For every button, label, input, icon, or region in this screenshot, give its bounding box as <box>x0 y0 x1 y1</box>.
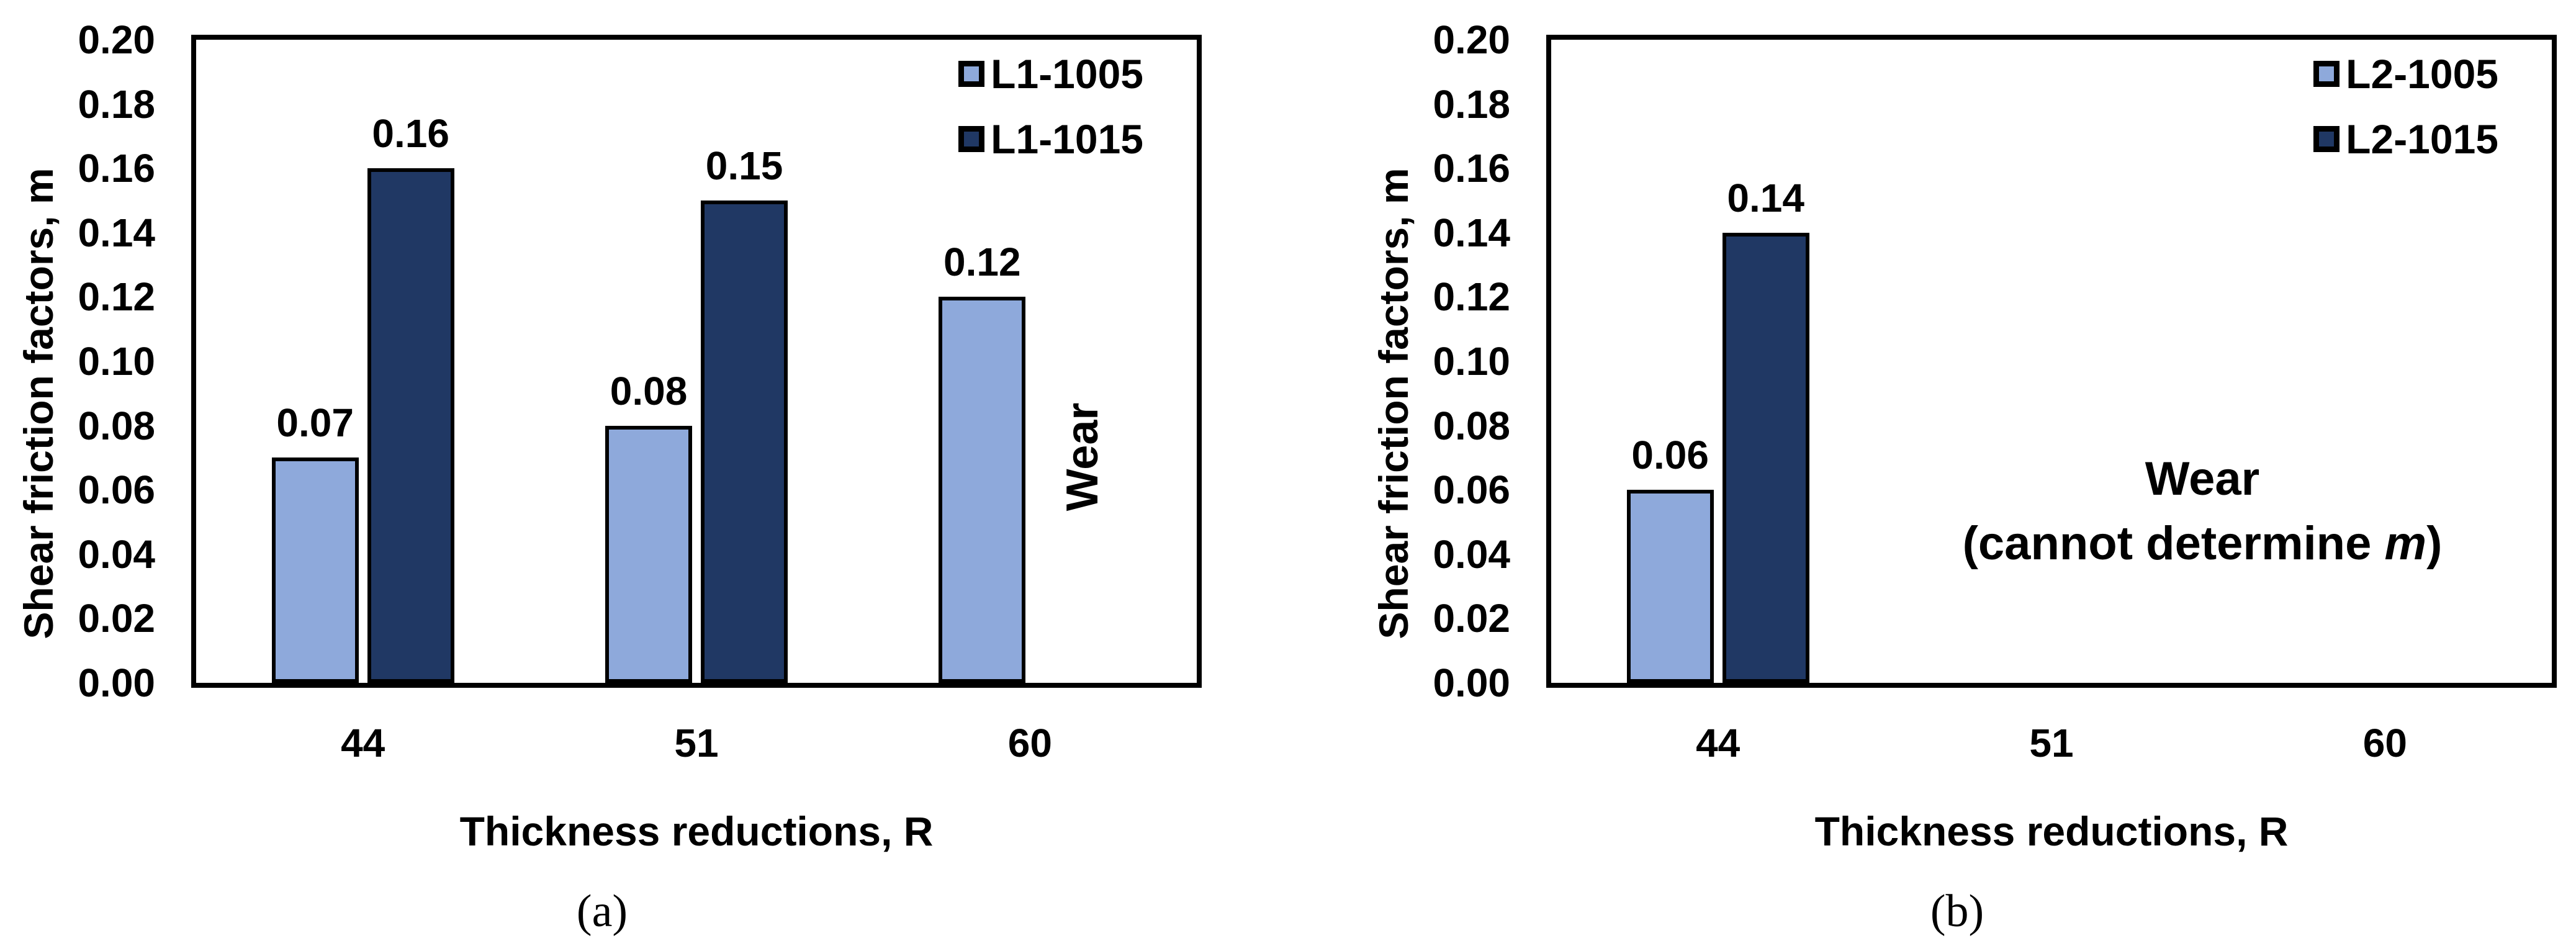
y-tick-label: 0.02 <box>78 596 155 641</box>
chart-panel-b: Shear friction factors, m 0.20 0.18 0.16 0.… <box>1355 0 2576 951</box>
y-tick-label: 0.12 <box>1433 274 1510 320</box>
bar-value-label: 0.16 <box>372 111 449 156</box>
bar-L1-1005-60 <box>939 297 1026 683</box>
legend-label: L1-1005 <box>991 51 1143 97</box>
y-tick-label: 0.14 <box>1433 210 1510 255</box>
x-tick-label: 51 <box>674 721 719 765</box>
bar-value-label: 0.12 <box>943 240 1021 284</box>
legend-marker-light-icon <box>958 61 985 87</box>
y-tick-label: 0.18 <box>78 81 155 127</box>
y-tick-label: 0.20 <box>1433 17 1510 62</box>
bar-L1-1005-51 <box>605 426 692 683</box>
plot-area: 0.07 0.08 0.12 0.16 0.15 Wear L1-1005 L1-101… <box>191 35 1202 688</box>
y-tick-label: 0.00 <box>1433 660 1510 705</box>
y-tick-label: 0.10 <box>1433 339 1510 384</box>
bar-L1-1015-44 <box>367 168 454 683</box>
x-tick-label: 51 <box>2029 721 2074 765</box>
legend-marker-light-icon <box>2313 61 2340 87</box>
y-tick-label: 0.14 <box>78 210 155 255</box>
y-tick-label: 0.10 <box>78 339 155 384</box>
y-tick-label: 0.20 <box>78 17 155 62</box>
bar-value-label: 0.15 <box>705 143 783 188</box>
y-tick-label: 0.06 <box>1433 467 1510 513</box>
y-tick-label: 0.06 <box>78 467 155 513</box>
y-tick-label: 0.04 <box>1433 531 1510 577</box>
legend-item: L2-1015 <box>2313 119 2498 160</box>
legend-marker-dark-icon <box>958 126 985 152</box>
legend: L1-1005 L1-1015 <box>958 53 1143 160</box>
legend-label: L1-1015 <box>991 116 1143 162</box>
bar-value-label: 0.06 <box>1631 433 1709 477</box>
bar-L1-1005-44 <box>271 457 359 683</box>
panel-caption: (b) <box>1930 886 1984 937</box>
plot-inner: 0.06 0.14 <box>1551 40 2552 683</box>
y-tick-label: 0.02 <box>1433 596 1510 641</box>
y-tick-label: 0.18 <box>1433 81 1510 127</box>
y-tick-label: 0.04 <box>78 531 155 577</box>
wear-annotation: Wear (cannot determine m) <box>1963 447 2443 576</box>
legend-item: L1-1015 <box>958 119 1143 160</box>
bar-value-label: 0.08 <box>610 369 688 413</box>
legend-item: L2-1005 <box>2313 53 2498 94</box>
bar-L2-1015-44 <box>1722 233 1809 683</box>
x-axis-title: Thickness reductions, R <box>459 808 934 854</box>
legend: L2-1005 L2-1015 <box>2313 53 2498 160</box>
legend-marker-dark-icon <box>2313 126 2340 152</box>
y-tick-label: 0.08 <box>1433 403 1510 448</box>
legend-label: L2-1005 <box>2346 51 2498 97</box>
bar-L2-1005-44 <box>1626 490 1714 683</box>
chart-panel-a: Shear friction factors, m 0.20 0.18 0.16 0.… <box>0 0 1221 951</box>
wear-annotation: Wear <box>1058 402 1107 512</box>
panel-caption: (a) <box>576 886 628 937</box>
wear-annotation-line2: (cannot determine m) <box>1962 517 2443 570</box>
legend-label: L2-1015 <box>2346 116 2498 162</box>
y-tick-label: 0.16 <box>78 146 155 191</box>
plot-inner: 0.07 0.08 0.12 0.16 0.15 <box>196 40 1197 683</box>
y-tick-label: 0.00 <box>78 660 155 705</box>
y-tick-label: 0.12 <box>78 274 155 320</box>
legend-item: L1-1005 <box>958 53 1143 94</box>
x-tick-label: 44 <box>341 721 385 765</box>
bar-value-label: 0.14 <box>1727 176 1804 220</box>
y-tick-label: 0.16 <box>1433 146 1510 191</box>
x-tick-label: 60 <box>1007 721 1052 765</box>
bar-value-label: 0.07 <box>276 400 354 445</box>
x-axis-title: Thickness reductions, R <box>1814 808 2289 854</box>
wear-annotation-line1: Wear <box>2145 453 2260 505</box>
x-tick-label: 60 <box>2362 721 2407 765</box>
bar-L1-1015-51 <box>701 201 788 683</box>
x-tick-label: 44 <box>1696 721 1741 765</box>
y-tick-label: 0.08 <box>78 403 155 448</box>
plot-area: 0.06 0.14 Wear (cannot determine m) L2-10… <box>1546 35 2557 688</box>
